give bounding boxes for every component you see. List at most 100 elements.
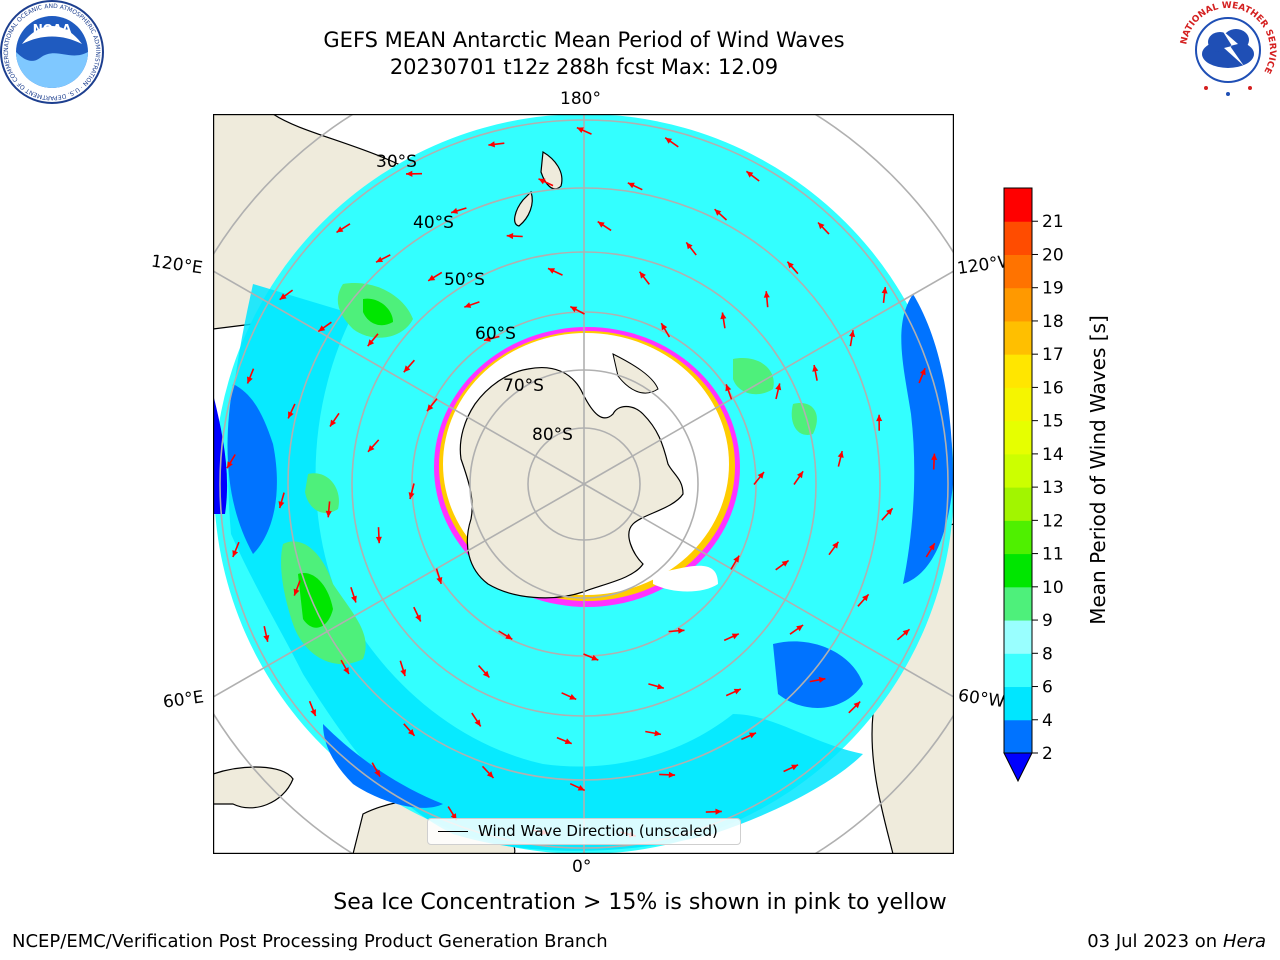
colorbar-segment — [1004, 188, 1032, 222]
colorbar-segment — [1004, 553, 1032, 588]
wind-wave-vector-head — [886, 508, 893, 515]
wind-wave-vector-head — [428, 274, 436, 281]
wind-wave-vector-head — [715, 808, 722, 815]
noaa-logo: NATIONAL OCEANIC AND ATMOSPHERIC ADMINIS… — [0, 0, 104, 104]
graticule — [213, 114, 954, 854]
land-antarctica — [459, 367, 684, 599]
lon-label-180: 180° — [560, 89, 601, 109]
wind-wave-vector-head — [853, 701, 861, 709]
wind-wave-vector-head — [928, 543, 935, 551]
colorbar-segment — [1004, 287, 1032, 322]
colorbar-segment — [1004, 320, 1032, 355]
wind-wave-vector-head — [597, 221, 605, 228]
wind-wave-vector-head — [832, 541, 839, 549]
colorbar-segment — [1004, 221, 1032, 255]
wind-wave-vector-head — [310, 709, 316, 717]
wind-wave-vector-head — [343, 667, 349, 674]
colorbar-tick-label: 9 — [1042, 611, 1053, 631]
wind-wave-vector-head — [749, 732, 756, 739]
colorbar-segment — [1004, 586, 1032, 621]
lon-label-60e: 60°E — [161, 687, 206, 713]
wind-wave-vector-head — [837, 451, 844, 458]
wind-wave-vector-head — [746, 171, 754, 178]
wind-wave-vector-head — [763, 291, 770, 298]
lat-label-60s: 60°S — [475, 324, 516, 344]
wind-wave-vector-head — [733, 688, 741, 695]
wind-wave-vector-head — [247, 376, 253, 384]
colorbar-segment — [1004, 520, 1032, 555]
footer-date: 03 Jul 2023 on Hera — [1087, 931, 1266, 952]
wind-wave-vector-head — [474, 719, 481, 727]
wind-wave-vector-head — [791, 764, 799, 771]
wind-wave-vector-head — [876, 414, 883, 422]
footer-credit: NCEP/EMC/Verification Post Processing Pr… — [12, 931, 608, 952]
wind-wave-vector-head — [661, 323, 668, 331]
wind-wave-vector-head — [931, 453, 938, 460]
colorbar-label: Mean Period of Wind Waves [s] — [1086, 315, 1110, 625]
colorbar-segment — [1004, 387, 1032, 422]
wind-wave-vector-head — [279, 293, 287, 300]
colorbar-segment — [1004, 653, 1032, 688]
wind-wave-vector-head — [232, 550, 239, 557]
wind-wave-vectors — [226, 126, 938, 838]
wind-wave-vector-head — [325, 510, 332, 518]
wind-wave-vector-head — [288, 411, 294, 419]
wind-wave-vector-head — [451, 207, 458, 214]
wind-wave-vector-head — [408, 729, 415, 736]
map-legend: Wind Wave Direction (unscaled) — [427, 818, 741, 845]
wind-wave-vector-head — [400, 669, 407, 677]
wind-wave-vector-head — [720, 312, 727, 320]
lat-label-80s: 80°S — [532, 425, 573, 445]
land-africa — [213, 766, 294, 809]
colorbar-under-arrow — [1003, 752, 1033, 783]
colorbar-tick-label: 15 — [1042, 412, 1064, 432]
footer-machine: Hera — [1222, 931, 1266, 952]
wind-wave-vector-head — [375, 536, 382, 544]
wind-wave-vector-head — [591, 654, 599, 661]
colorbar-tick-label: 21 — [1042, 212, 1064, 232]
colorbar-frame — [1003, 187, 1033, 754]
wind-wave-vector-head — [639, 271, 646, 279]
colorbar-tick-label: 10 — [1042, 578, 1064, 598]
colorbar-tick-label: 17 — [1042, 345, 1064, 365]
chart-subtitle: 20230701 t12z 288h fcst Max: 12.09 — [389, 55, 779, 79]
wind-wave-vector-head — [351, 595, 357, 603]
wind-wave-vector-head — [665, 137, 673, 144]
colorbar-tick-label: 2 — [1042, 744, 1053, 764]
wind-wave-vector-head — [797, 471, 804, 479]
wind-wave-vector-head — [367, 339, 375, 347]
colorbar-segment — [1004, 719, 1032, 754]
colorbar-tick-label: 18 — [1042, 312, 1064, 332]
colorbar-segment — [1004, 453, 1032, 488]
colorbar-tick-label: 4 — [1042, 711, 1053, 731]
wind-wave-vector-head — [278, 501, 285, 508]
lat-label-70s: 70°S — [503, 376, 544, 396]
wind-wave-vector-head — [227, 461, 233, 469]
wind-wave-vector-head — [427, 404, 434, 412]
colorbar-segment — [1004, 487, 1032, 521]
wind-wave-vector-head — [548, 268, 555, 274]
lat-label-50s: 50°S — [444, 270, 485, 290]
wind-wave-vector-head — [488, 141, 495, 148]
wind-wave-vector-head — [714, 209, 722, 216]
wind-wave-vector-head — [818, 676, 826, 683]
wind-wave-vector-head — [330, 419, 337, 427]
wind-wave-vector-head — [731, 633, 739, 640]
wind-wave-vector-head — [376, 256, 383, 263]
wind-wave-vector-head — [436, 577, 443, 584]
land-new-zealand — [514, 151, 563, 227]
wind-wave-vector-head — [654, 730, 661, 737]
colorbar-tick-label: 16 — [1042, 378, 1064, 398]
wind-wave-vector-head — [336, 226, 344, 233]
wind-wave-vector-head — [570, 306, 578, 313]
wind-wave-vector-head — [263, 635, 270, 642]
wind-wave-vector-head — [757, 472, 764, 479]
wind-wave-vector-head — [486, 771, 494, 778]
wind-wave-vector-head — [686, 242, 693, 250]
antarctic-map — [213, 114, 954, 854]
wind-wave-vector-head — [576, 127, 584, 133]
wind-wave-vector-head — [796, 625, 804, 632]
wind-wave-vector-head — [505, 633, 513, 640]
wind-wave-vector-head — [403, 365, 411, 373]
wind-wave-vector-head — [678, 627, 685, 634]
